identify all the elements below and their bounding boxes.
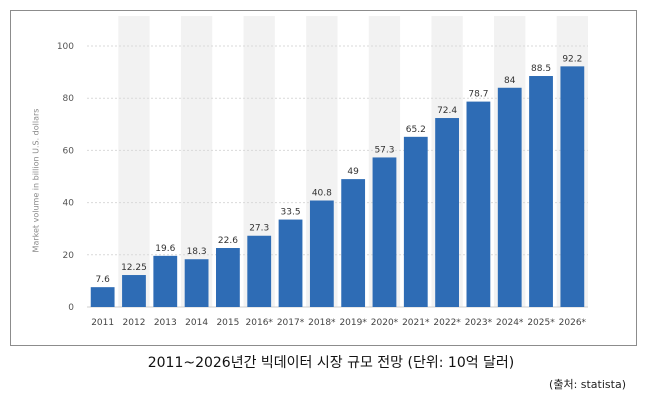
bar: [278, 219, 303, 307]
x-tick-label: 2026*: [559, 318, 587, 328]
x-tick-label: 2023*: [465, 318, 493, 328]
x-tick-label: 2011: [91, 318, 114, 328]
x-tick-label: 2017*: [277, 318, 305, 328]
bar: [309, 200, 334, 307]
y-tick-label: 80: [63, 94, 75, 104]
bars: [90, 66, 585, 307]
bar: [184, 259, 209, 307]
figure-caption: 2011~2026년간 빅데이터 시장 규모 전망 (단위: 10억 달러): [147, 355, 515, 371]
bar: [560, 66, 585, 307]
bar: [372, 157, 397, 307]
value-label: 72.4: [437, 106, 457, 116]
x-tick-labels: 2011 2012 2013 2014 2015 2016* 2017* 2018* 2019*…: [91, 318, 586, 328]
value-label: 27.3: [249, 224, 269, 234]
x-tick-label: 2024*: [496, 318, 524, 328]
column-band: [118, 16, 150, 307]
bar: [153, 255, 178, 307]
x-tick-label: 2018*: [308, 318, 336, 328]
y-tick-label: 0: [68, 303, 74, 313]
value-label: 84: [504, 76, 516, 86]
value-label: 12.25: [121, 263, 147, 273]
bar: [435, 118, 459, 307]
x-tick-label: 2025*: [527, 318, 555, 328]
x-tick-label: 2015: [216, 318, 239, 328]
bar: [466, 101, 491, 307]
value-label: 7.6: [95, 275, 110, 285]
y-tick-labels: 0 20 40 60 80 100: [57, 42, 74, 313]
x-tick-label: 2012: [123, 318, 146, 328]
bar: [122, 275, 146, 307]
value-label: 49: [347, 167, 359, 177]
bar: [341, 179, 366, 307]
bar: [529, 76, 553, 307]
value-labels: 7.6 12.25 19.6 18.3 22.6 27.3 33.5 40.8 49 57.3 65…: [95, 54, 582, 285]
x-tick-label: 2019*: [339, 318, 367, 328]
value-label: 19.6: [155, 244, 175, 254]
x-tick-label: 2013: [154, 318, 177, 328]
value-label: 78.7: [468, 90, 488, 100]
value-label: 88.5: [531, 64, 551, 74]
y-tick-label: 40: [63, 199, 75, 209]
x-tick-label: 2020*: [371, 318, 399, 328]
value-label: 22.6: [218, 236, 238, 246]
x-tick-label: 2022*: [433, 318, 461, 328]
bar: [216, 248, 240, 307]
source-note: (출처: statista): [549, 378, 626, 391]
value-label: 40.8: [312, 189, 332, 199]
value-label: 92.2: [562, 54, 582, 64]
bar: [403, 136, 428, 307]
y-tick-label: 100: [57, 42, 74, 52]
value-label: 18.3: [187, 247, 207, 257]
y-tick-label: 20: [63, 251, 75, 261]
bar: [497, 87, 522, 307]
value-label: 57.3: [374, 145, 394, 155]
x-tick-label: 2014: [185, 318, 208, 328]
y-tick-label: 60: [63, 146, 75, 156]
bar: [247, 235, 272, 307]
y-axis-label: Market volume in billion U.S. dollars: [31, 108, 41, 253]
bar: [90, 287, 115, 307]
value-label: 33.5: [281, 208, 301, 218]
x-tick-label: 2021*: [402, 318, 430, 328]
column-band: [180, 16, 213, 307]
x-tick-label: 2016*: [246, 318, 274, 328]
value-label: 65.2: [406, 125, 426, 135]
